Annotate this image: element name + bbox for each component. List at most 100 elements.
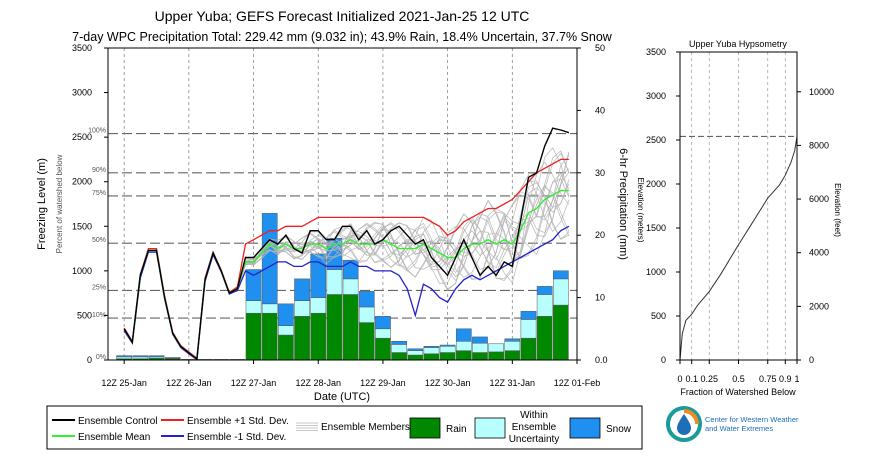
rain-bar xyxy=(358,322,375,361)
hyp-y-tick-label-right: 4000 xyxy=(809,248,829,258)
percent-label: 50% xyxy=(92,237,106,244)
uncertain-bar xyxy=(407,350,424,356)
y-tick-label-right: 20 xyxy=(595,230,605,240)
snow-bar xyxy=(116,355,133,358)
snow-bar xyxy=(455,328,472,342)
logo-text-line-1: Center for Western Weather xyxy=(705,415,799,424)
legend-members-label: Ensemble Members xyxy=(321,422,410,433)
hyp-x-tick-label: 0 xyxy=(677,374,682,384)
y-tick-label-left: 2500 xyxy=(72,132,92,142)
uncertain-bar xyxy=(423,347,440,355)
legend-uncertain-line-2: Ensemble xyxy=(512,422,557,433)
hyp-y-tick-label-left: 2000 xyxy=(646,179,666,189)
x-tick-label: 12Z 30-Jan xyxy=(425,378,471,388)
snow-bar xyxy=(552,270,569,280)
percent-label: 100% xyxy=(88,128,106,135)
rain-bar xyxy=(391,352,407,361)
uncertain-bar xyxy=(472,342,488,353)
uncertain-bar xyxy=(342,278,359,295)
x-tick-label: 12Z 01-Feb xyxy=(554,378,601,388)
uncertain-bar xyxy=(439,346,456,353)
x-tick-label: 12Z 28-Jan xyxy=(295,378,341,388)
snow-bar xyxy=(407,348,424,351)
hyp-x-tick-label: 0.1 xyxy=(685,374,698,384)
hypsometry-y-right-title: Elevation (feet) xyxy=(833,183,842,237)
hyp-y-tick-label-left: 500 xyxy=(651,311,666,321)
x-tick-label: 12Z 26-Jan xyxy=(166,378,212,388)
hyp-y-tick-label-right: 6000 xyxy=(809,194,829,204)
ensemble-control-line xyxy=(123,127,570,361)
percent-label: 10% xyxy=(92,312,106,319)
legend-rain-swatch xyxy=(409,417,441,439)
snow-bar xyxy=(439,344,456,347)
hyp-x-tick-label: 0.25 xyxy=(700,374,718,384)
hypsometry-title: Upper Yuba Hypsometry xyxy=(689,39,787,49)
rain-bar xyxy=(488,351,504,361)
y-tick-label-left: 3500 xyxy=(72,43,92,53)
y-axis-title-right: 6-hr Precipitation (mm) xyxy=(617,148,629,260)
rain-bar xyxy=(455,350,472,361)
uncertain-bar xyxy=(504,341,521,351)
hyp-y-tick-label-left: 0 xyxy=(661,355,666,365)
hyp-y-tick-label-right: 10000 xyxy=(809,87,834,97)
uncertain-bar xyxy=(536,294,553,317)
legend-snow-swatch xyxy=(569,417,601,439)
x-tick-label: 12Z 25-Jan xyxy=(101,378,147,388)
cw3e-logo: Center for Western Weather and Water Extr… xyxy=(666,406,799,442)
rain-bar xyxy=(245,312,262,361)
legend-uncertain-line-3: Uncertainty xyxy=(509,434,560,445)
legend-uncertain-line-1: Within xyxy=(520,410,548,421)
hypsometry-y-inner-title: Elevation (meters) xyxy=(636,178,645,243)
snow-bar xyxy=(520,311,537,320)
y-tick-label-left: 0 xyxy=(87,355,92,365)
hyp-x-tick-label: 0.5 xyxy=(732,374,745,384)
legend-snow-label: Snow xyxy=(606,424,632,435)
hypsometry-curve xyxy=(679,136,798,361)
uncertain-bar xyxy=(326,269,343,295)
uncertain-bar xyxy=(455,341,472,351)
legend-rain-label: Rain xyxy=(446,424,467,435)
uncertain-bar xyxy=(488,343,504,353)
y-axis-subtitle-left: Percent of watershed below xyxy=(55,154,64,253)
snow-bar xyxy=(375,316,391,330)
uncertain-bar xyxy=(358,306,375,323)
hyp-y-tick-label-right: 8000 xyxy=(809,140,829,150)
y-tick-label-left: 1000 xyxy=(72,266,92,276)
y-tick-label-left: 2000 xyxy=(72,177,92,187)
snow-bar xyxy=(164,357,181,359)
snow-bar xyxy=(278,303,294,326)
hyp-y-tick-label-left: 1000 xyxy=(646,267,666,277)
snow-bar xyxy=(391,341,407,345)
y-tick-label-right: 40 xyxy=(595,105,605,115)
uncertain-bar xyxy=(132,356,149,360)
snow-bar xyxy=(423,346,440,348)
snow-bar xyxy=(310,253,327,298)
uncertain-bar xyxy=(552,278,569,306)
snow-bar xyxy=(132,355,149,358)
snow-bar xyxy=(294,278,310,301)
x-tick-label: 12Z 27-Jan xyxy=(231,378,277,388)
hyp-y-tick-label-right: 0 xyxy=(809,355,814,365)
rain-bar xyxy=(294,316,310,361)
legend: Ensemble Control Ensemble Mean Ensemble … xyxy=(46,405,643,450)
uncertain-bar xyxy=(245,300,262,314)
uncertain-bar xyxy=(391,344,407,353)
rain-bar xyxy=(310,312,327,361)
snow-bar xyxy=(536,286,553,295)
percent-label: 75% xyxy=(92,190,106,197)
rain-bar xyxy=(326,294,343,361)
x-tick-label: 12Z 29-Jan xyxy=(360,378,406,388)
snow-bar xyxy=(472,336,488,344)
rain-bar xyxy=(261,312,278,361)
rain-bar xyxy=(407,354,424,361)
logo-text-line-2: and Water Extremes xyxy=(705,424,773,433)
snow-bar xyxy=(261,213,278,305)
hyp-y-tick-label-left: 3500 xyxy=(646,47,666,57)
rain-bar xyxy=(504,350,521,361)
legend-plus-label: Ensemble +1 Std. Dev. xyxy=(187,416,289,427)
hypsometry-x-title: Fraction of Watershed Below xyxy=(680,387,796,397)
rain-bar xyxy=(375,337,391,361)
uncertain-bar xyxy=(520,319,537,339)
uncertain-bar xyxy=(310,297,327,314)
